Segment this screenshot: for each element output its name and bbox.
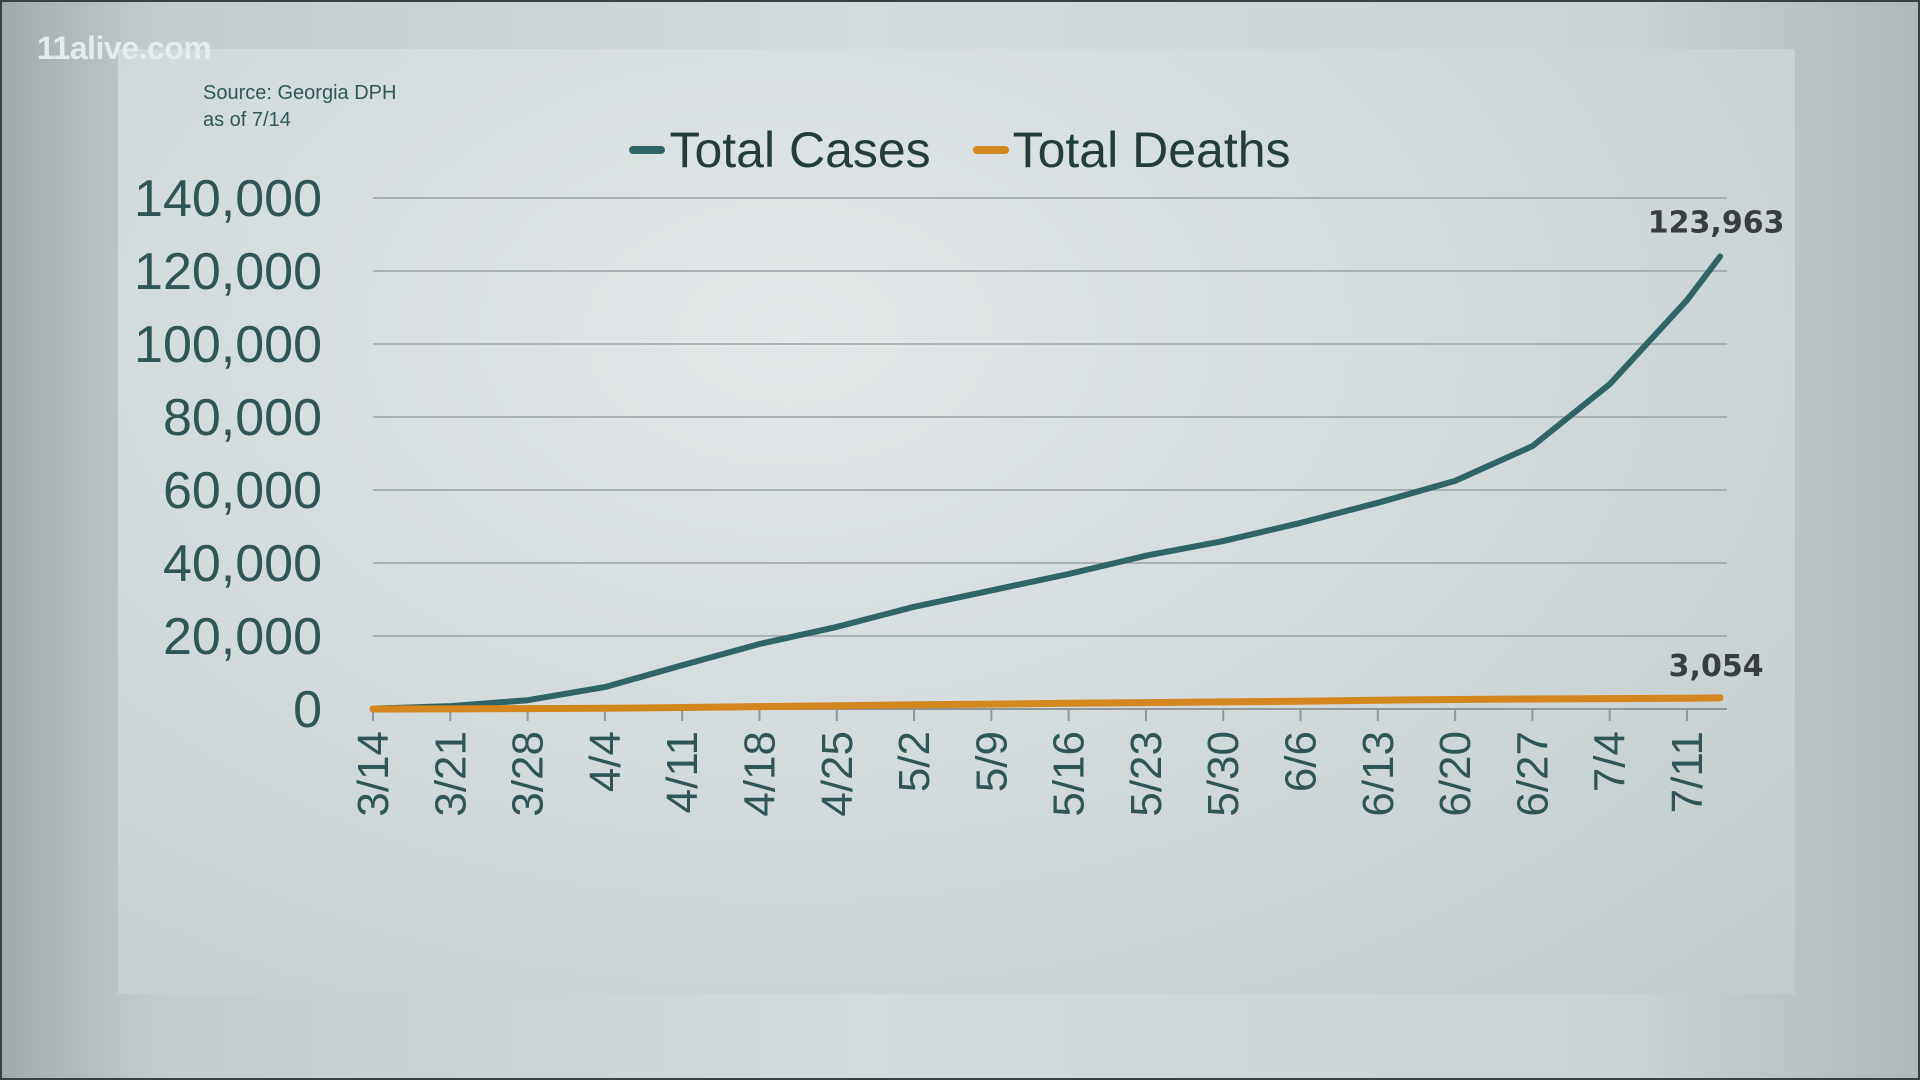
- x-tick-label: 4/4: [581, 731, 630, 792]
- source-note: Source: Georgia DPH as of 7/14: [203, 80, 396, 134]
- y-tick-label: 20,000: [163, 608, 322, 666]
- legend: Total Cases Total Deaths: [0, 108, 1920, 179]
- x-tick-label: 4/18: [735, 731, 784, 817]
- legend-label-deaths: Total Deaths: [1012, 122, 1291, 178]
- x-tick-label: 5/30: [1199, 731, 1248, 817]
- x-tick-label: 5/2: [890, 731, 939, 792]
- legend-label-cases: Total Cases: [669, 122, 931, 178]
- x-tick-label: 5/23: [1122, 731, 1171, 817]
- x-tick-label: 4/11: [658, 731, 707, 813]
- x-tick-label: 5/9: [967, 731, 1016, 792]
- y-tick-label: 0: [293, 681, 322, 739]
- station-logo: 11alive.com: [37, 30, 212, 66]
- x-tick-label: 5/16: [1045, 731, 1094, 817]
- series-line-deaths: [369, 694, 1724, 713]
- data-label-cases: 123,963: [1648, 206, 1785, 241]
- data-label-deaths: 3,054: [1669, 649, 1764, 684]
- x-tick-label: 6/13: [1354, 731, 1403, 817]
- legend-item-deaths: Total Deaths: [972, 121, 1291, 179]
- legend-swatch-deaths: [972, 146, 1009, 154]
- x-tick-label: 3/21: [426, 731, 475, 817]
- x-tick-label: 6/27: [1508, 731, 1557, 817]
- series-line-cases: [370, 253, 1724, 712]
- x-tick-label: 7/11: [1663, 731, 1712, 813]
- y-tick-label: 140,000: [134, 170, 322, 228]
- y-tick-label: 100,000: [134, 316, 322, 374]
- source-line: Source: Georgia DPH: [203, 82, 397, 104]
- y-tick-label: 40,000: [163, 535, 322, 593]
- x-tick-label: 3/14: [349, 731, 398, 817]
- y-tick-label: 80,000: [163, 389, 322, 447]
- chart-panel: [118, 49, 1795, 994]
- x-tick-label: 6/20: [1431, 731, 1480, 817]
- as-of-line: as of 7/14: [203, 109, 291, 131]
- y-tick-label: 120,000: [134, 243, 322, 301]
- legend-swatch-cases: [629, 146, 666, 154]
- x-tick-label: 3/28: [504, 731, 553, 817]
- y-tick-label: 60,000: [163, 462, 322, 520]
- x-tick-label: 6/6: [1277, 731, 1326, 792]
- legend-item-cases: Total Cases: [629, 121, 931, 179]
- x-tick-label: 4/25: [813, 731, 862, 817]
- x-tick-label: 7/4: [1586, 731, 1635, 792]
